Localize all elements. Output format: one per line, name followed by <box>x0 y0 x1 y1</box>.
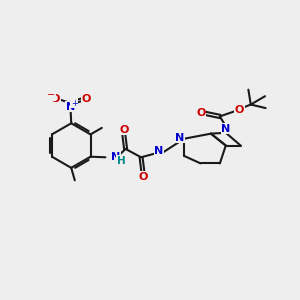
Text: O: O <box>51 94 60 104</box>
Text: O: O <box>235 105 244 115</box>
Text: N: N <box>221 124 230 134</box>
Text: N: N <box>154 146 164 156</box>
Text: O: O <box>196 108 206 118</box>
Text: O: O <box>119 124 128 135</box>
Text: N: N <box>66 102 75 112</box>
Text: −: − <box>47 90 56 100</box>
Text: O: O <box>82 94 91 104</box>
Text: N: N <box>176 133 184 142</box>
Text: O: O <box>138 172 148 182</box>
Text: +: + <box>71 98 78 107</box>
Text: H: H <box>117 156 125 166</box>
Text: N: N <box>111 152 120 162</box>
